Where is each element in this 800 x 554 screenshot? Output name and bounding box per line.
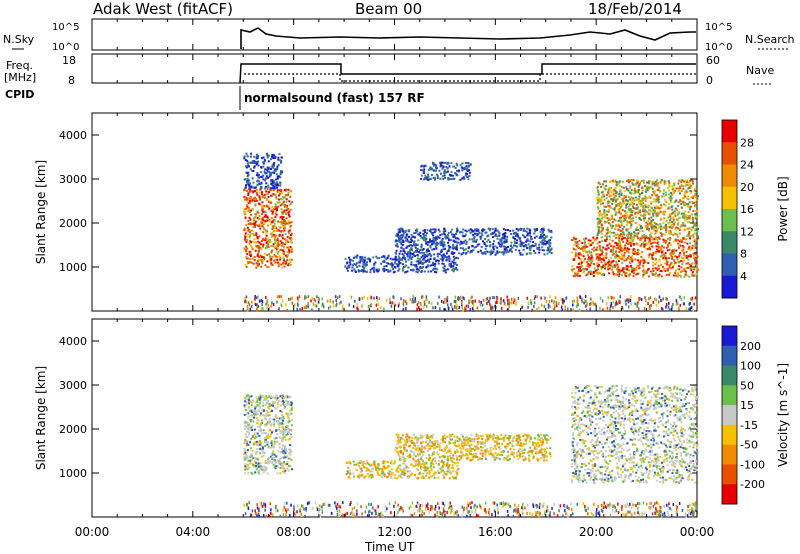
power-colorbar-tick: 20 xyxy=(740,181,754,194)
velocity-colorbar-segment xyxy=(722,326,737,347)
freq-line xyxy=(239,63,696,84)
velocity-colorbar-segment xyxy=(722,444,737,465)
velocity-colorbar-segment xyxy=(722,405,737,426)
velocity-ytick-label: 4000 xyxy=(59,335,87,348)
velocity-colorbar-segment xyxy=(722,464,737,485)
time-tick-label: 16:00 xyxy=(478,525,513,539)
time-tick-label: 00:00 xyxy=(680,525,715,539)
power-colorbar-label: Power [dB] xyxy=(776,176,790,241)
time-tick-label: 00:00 xyxy=(75,525,110,539)
power-ytick-label: 2000 xyxy=(59,217,87,230)
power-colorbar-segment xyxy=(722,186,737,210)
velocity-colorbar-label: Velocity [m s^-1] xyxy=(776,363,790,467)
region-evening-upper xyxy=(596,179,699,238)
velocity-colorbar-tick: 15 xyxy=(740,399,754,412)
cpid-label: CPID xyxy=(5,88,34,101)
velocity-ylabel: Slant Range [km] xyxy=(34,366,48,470)
noise-right-label: N.Search xyxy=(745,33,795,46)
power-panel: 1000 2000 3000 4000 Slant Range [km] 4 8 12 16 20… xyxy=(34,112,790,312)
freq-label-1: Freq. xyxy=(6,59,33,72)
date-title: 18/Feb/2014 xyxy=(588,0,682,18)
power-colorbar-segment xyxy=(722,164,737,188)
beam-title: Beam 00 xyxy=(355,0,422,18)
power-ytick-label: 4000 xyxy=(59,129,87,142)
cpid-text: normalsound (fast) 157 RF xyxy=(244,91,425,105)
velocity-colorbar-segment xyxy=(722,424,737,446)
power-ylabel: Slant Range [km] xyxy=(34,160,48,264)
time-tick-label: 20:00 xyxy=(579,525,614,539)
power-colorbar-tick: 4 xyxy=(740,270,747,283)
velocity-frame xyxy=(91,318,698,518)
region-far-patch xyxy=(420,161,472,181)
power-colorbar-segment xyxy=(722,120,737,143)
velocity-colorbar-segment xyxy=(722,484,737,505)
noise-panel: N.Sky 10^5 10^0 10^5 10^0 N.Search xyxy=(3,18,795,53)
freq-left-tick-low: 8 xyxy=(68,74,75,87)
velocity-colorbar-tick: -15 xyxy=(740,419,758,432)
power-colorbar-segment xyxy=(722,142,737,165)
region-midday-band-low xyxy=(344,253,460,274)
velocity-colorbar-tick: -200 xyxy=(740,478,765,491)
region-upper-scatter xyxy=(243,152,283,190)
nave-label: Nave xyxy=(746,64,774,77)
time-tick-label: 12:00 xyxy=(377,525,412,539)
region-morning-echo xyxy=(243,187,294,269)
power-colorbar-tick: 24 xyxy=(740,159,754,172)
noise-right-tick-low: 10^0 xyxy=(705,42,732,53)
power-colorbar-segment xyxy=(722,209,737,232)
region-midday-band-mid xyxy=(394,227,553,256)
region-evening-strong xyxy=(571,236,699,278)
velocity-colorbar-tick: 100 xyxy=(740,360,761,373)
velocity-ytick-label: 1000 xyxy=(59,467,87,480)
power-ytick-label: 3000 xyxy=(59,173,87,186)
region-evening-band xyxy=(571,385,699,484)
velocity-ytick-label: 2000 xyxy=(59,423,87,436)
region-midday-band-mid xyxy=(394,433,552,462)
freq-left-tick-high: 18 xyxy=(62,54,76,67)
velocity-colorbar-tick: -100 xyxy=(740,458,765,471)
velocity-ground-scatter xyxy=(243,501,698,518)
time-axis: 00:00 04:00 08:00 12:00 16:00 20:00 00:00 xyxy=(75,19,715,539)
noise-left-tick-high: 10^5 xyxy=(52,22,79,33)
power-colorbar-tick: 8 xyxy=(740,248,747,261)
power-colorbar-segment xyxy=(722,231,737,254)
velocity-ytick-label: 3000 xyxy=(59,379,87,392)
velocity-colorbar-segment xyxy=(722,385,737,406)
time-axis-label: Time UT xyxy=(364,540,415,554)
power-colorbar-tick: 16 xyxy=(740,203,754,216)
noise-sky-line xyxy=(240,27,696,49)
region-midday-band-low xyxy=(345,459,460,480)
velocity-colorbar-tick: 50 xyxy=(740,379,754,392)
nave-line xyxy=(244,73,696,82)
freq-right-tick-low: 0 xyxy=(706,74,713,87)
noise-right-tick-high: 10^5 xyxy=(705,22,732,33)
noise-left-label: N.Sky xyxy=(3,33,35,46)
velocity-colorbar-tick: 200 xyxy=(740,340,761,353)
region-morning-echo xyxy=(243,394,294,475)
velocity-colorbar-tick: -50 xyxy=(740,439,758,452)
power-colorbar-tick: 28 xyxy=(740,136,754,149)
power-colorbar-tick: 12 xyxy=(740,225,754,238)
power-ground-scatter xyxy=(243,295,697,312)
power-colorbar: 4 8 12 16 20 24 28 Power [dB] xyxy=(721,119,790,299)
power-colorbar-segment xyxy=(722,275,737,299)
freq-label-2: [MHz] xyxy=(4,71,36,84)
noise-left-tick-low: 10^0 xyxy=(52,42,79,53)
power-colorbar-segment xyxy=(722,253,737,277)
velocity-panel: 1000 2000 3000 4000 Slant Range [km] 200 100 50… xyxy=(34,318,790,518)
velocity-colorbar-segment xyxy=(722,345,737,367)
velocity-colorbar-segment xyxy=(722,365,737,386)
time-tick-label: 04:00 xyxy=(176,525,211,539)
time-tick-label: 08:00 xyxy=(276,525,311,539)
freq-right-tick-high: 60 xyxy=(706,54,720,67)
freq-panel: Freq. [MHz] 18 8 60 0 Nave xyxy=(4,53,774,87)
velocity-colorbar: 200 100 50 15 -15 -50 -100 -200 Velocity [m s^-1… xyxy=(721,325,790,505)
station-title: Adak West (fitACF) xyxy=(93,0,233,18)
power-ytick-label: 1000 xyxy=(59,261,87,274)
